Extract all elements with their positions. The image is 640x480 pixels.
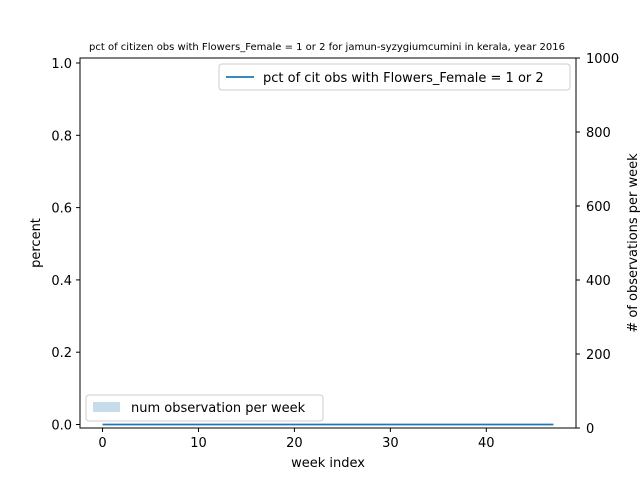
x-tick-label: 0 <box>98 436 106 451</box>
y2-tick-label: 800 <box>586 126 611 141</box>
y-tick-label: 0.6 <box>51 202 72 217</box>
chart-title: pct of citizen obs with Flowers_Female =… <box>89 42 565 53</box>
y-tick-label: 1.0 <box>51 57 72 72</box>
y-tick-label: 0.2 <box>51 346 72 361</box>
x-axis-label: week index <box>291 456 365 471</box>
legend-area: num observation per week <box>85 394 324 422</box>
y2-tick-label: 0 <box>586 422 594 437</box>
y-tick-label: 0.0 <box>51 419 72 434</box>
y2-tick-label: 1000 <box>586 52 619 67</box>
y-tick-label: 0.4 <box>51 274 72 289</box>
y-axis-ticks: 0.0 0.2 0.4 0.6 0.8 1.0 <box>51 57 80 434</box>
legend-area-label: num observation per week <box>131 401 306 416</box>
x-tick-label: 40 <box>478 436 495 451</box>
x-tick-label: 30 <box>382 436 399 451</box>
legend-line-label: pct of cit obs with Flowers_Female = 1 o… <box>263 71 544 86</box>
y2-tick-label: 400 <box>586 274 611 289</box>
legend-line: pct of cit obs with Flowers_Female = 1 o… <box>218 63 571 91</box>
legend-area-frame <box>85 394 324 422</box>
x-tick-label: 20 <box>286 436 303 451</box>
y2-axis-label: # of observations per week <box>626 153 640 333</box>
legend-area-swatch <box>93 402 120 412</box>
y-axis-label: percent <box>29 218 44 268</box>
plot-frame <box>79 57 577 429</box>
y2-tick-label: 200 <box>586 348 611 363</box>
legend-line-frame <box>218 63 571 91</box>
x-axis-ticks: 0 10 20 30 40 <box>98 428 495 451</box>
y2-axis-ticks: 0 200 400 600 800 1000 <box>576 52 619 437</box>
y2-tick-label: 600 <box>586 200 611 215</box>
x-tick-label: 10 <box>190 436 207 451</box>
y-tick-label: 0.8 <box>51 129 72 144</box>
